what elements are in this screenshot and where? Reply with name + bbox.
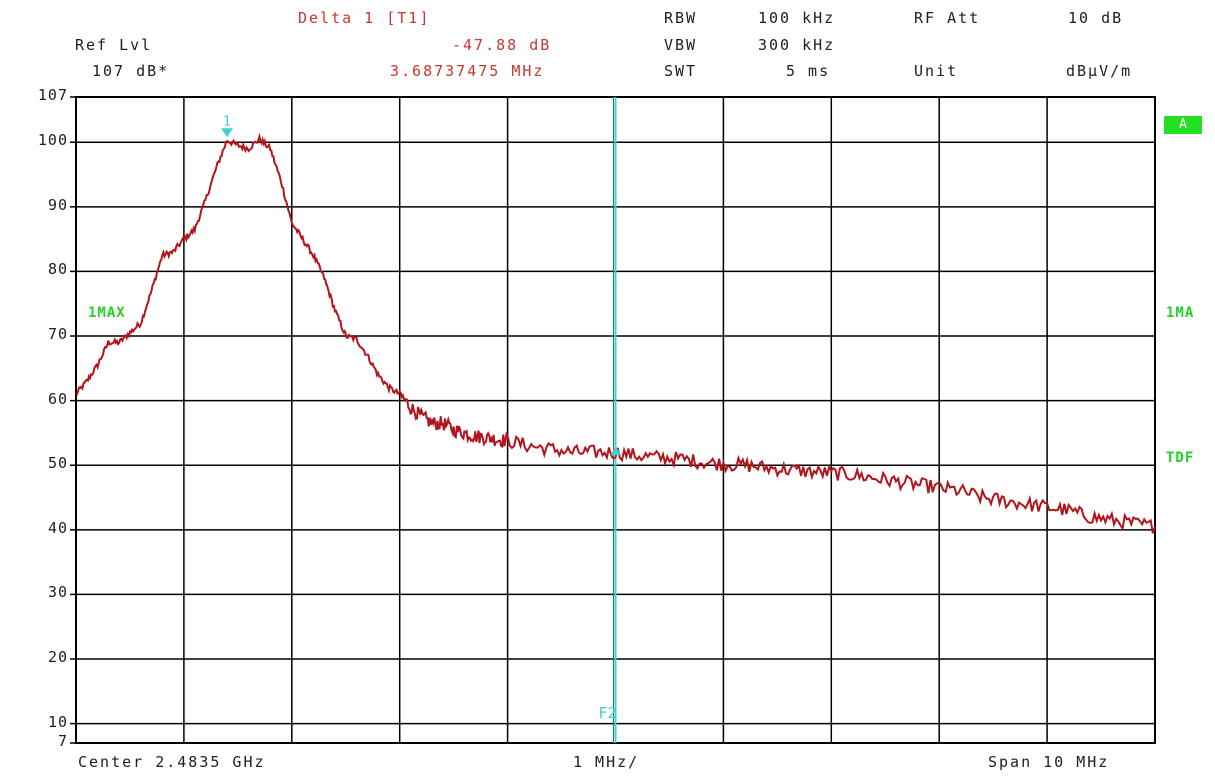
y-tick-label: 70: [47, 325, 68, 344]
y-tick-label: 40: [47, 518, 68, 537]
y-tick-label: 107: [37, 86, 68, 104]
marker-1-label: 1: [223, 114, 231, 129]
y-tick-label: 7: [57, 732, 68, 750]
y-tick-label: 90: [47, 195, 68, 214]
rf-att-value: 10 dB: [1068, 9, 1124, 27]
vbw-value: 300 kHz: [758, 36, 836, 54]
center-frequency: Center 2.4835 GHz: [78, 753, 266, 771]
tdf-label: TDF: [1166, 450, 1195, 466]
rbw-label: RBW: [664, 9, 698, 27]
f2-label: F2: [599, 704, 617, 722]
y-tick-label: 20: [47, 648, 68, 667]
trace-a-indicator: A: [1164, 116, 1202, 134]
trace-label-right: 1MA: [1166, 305, 1195, 321]
marker-frequency: 3.68737475 MHz: [390, 62, 545, 80]
division-label: 1 MHz/: [573, 753, 640, 771]
marker-title: Delta 1 [T1]: [298, 9, 431, 27]
y-tick-label: 100: [37, 131, 68, 150]
delta-marker-triangle: [610, 446, 622, 456]
y-tick-label: 50: [47, 454, 68, 473]
ref-level-label: Ref Lvl: [75, 36, 153, 54]
marker-1-triangle: [221, 128, 234, 138]
trace-label-left: 1MAX: [88, 305, 126, 321]
ref-level-value: 107 dB*: [92, 62, 170, 80]
marker-level: -47.88 dB: [452, 36, 552, 54]
rf-att-label: RF Att: [914, 9, 981, 27]
y-tick-label: 10: [47, 712, 68, 731]
span-label: Span 10 MHz: [988, 753, 1110, 771]
unit-label: Unit: [914, 62, 959, 80]
trace-line: [75, 132, 1156, 534]
y-tick-label: 80: [47, 260, 68, 279]
rbw-value: 100 kHz: [758, 9, 836, 27]
swt-value: 5 ms: [786, 62, 831, 80]
y-tick-label: 30: [47, 583, 68, 602]
y-tick-label: 60: [47, 389, 68, 408]
vbw-label: VBW: [664, 36, 698, 54]
swt-label: SWT: [664, 62, 698, 80]
unit-value: dBµV/m: [1066, 62, 1133, 80]
